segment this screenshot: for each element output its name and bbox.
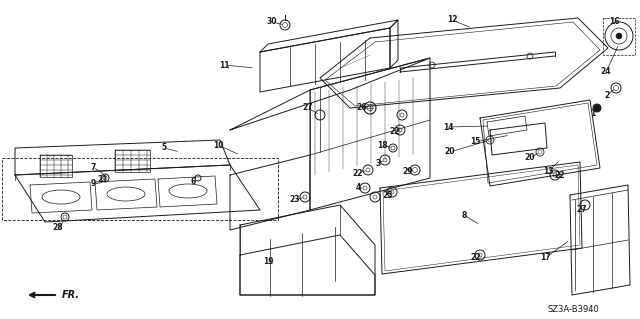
Text: 5: 5 <box>161 144 166 152</box>
Text: 3: 3 <box>376 159 381 167</box>
Text: 15: 15 <box>470 137 480 146</box>
Text: 11: 11 <box>219 61 229 70</box>
Text: 28: 28 <box>52 224 63 233</box>
Text: 29: 29 <box>403 167 413 176</box>
Text: 22: 22 <box>390 128 400 137</box>
Text: 13: 13 <box>543 167 553 176</box>
Text: 6: 6 <box>190 177 196 187</box>
Text: 22: 22 <box>471 254 481 263</box>
Text: SZ3A-B3940: SZ3A-B3940 <box>548 306 600 315</box>
Text: 9: 9 <box>90 180 95 189</box>
Text: 20: 20 <box>525 153 535 162</box>
Text: 24: 24 <box>601 68 611 77</box>
Text: 27: 27 <box>577 205 588 214</box>
Text: 1: 1 <box>590 108 596 117</box>
Text: 10: 10 <box>212 140 223 150</box>
Text: 12: 12 <box>447 16 457 25</box>
Circle shape <box>593 104 601 112</box>
Text: 8: 8 <box>461 211 467 219</box>
Text: 23: 23 <box>290 196 300 204</box>
Text: 4: 4 <box>355 183 360 192</box>
Text: 2: 2 <box>604 91 610 100</box>
Text: 25: 25 <box>383 190 393 199</box>
Text: 16: 16 <box>609 18 620 26</box>
Text: 14: 14 <box>443 122 453 131</box>
Text: 22: 22 <box>555 170 565 180</box>
Text: 19: 19 <box>263 257 273 266</box>
Text: 7: 7 <box>90 162 96 172</box>
Text: 18: 18 <box>377 140 387 150</box>
Circle shape <box>616 33 622 39</box>
Text: 22: 22 <box>353 168 364 177</box>
Text: 21: 21 <box>98 175 108 184</box>
Text: 26: 26 <box>356 103 367 113</box>
Text: FR.: FR. <box>62 290 80 300</box>
Text: 27: 27 <box>303 103 314 113</box>
Text: 17: 17 <box>540 254 550 263</box>
Text: 20: 20 <box>445 147 455 157</box>
Text: 30: 30 <box>267 18 277 26</box>
